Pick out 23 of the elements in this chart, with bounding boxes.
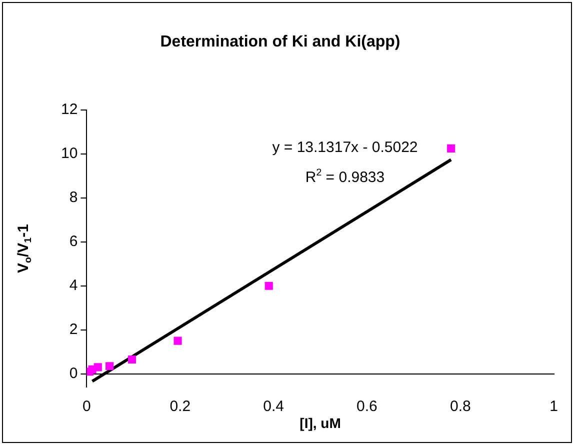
point — [94, 363, 102, 372]
y-axis-title: Vo/V1-1 — [15, 224, 34, 273]
x-tick-label: 0.2 — [170, 398, 191, 415]
chart-title: Determination of Ki and Ki(app) — [160, 33, 400, 50]
x-tick-label: 0 — [82, 398, 91, 415]
point — [128, 355, 136, 364]
x-tick-label: 0.4 — [263, 398, 284, 415]
point — [174, 336, 182, 345]
point — [447, 144, 456, 153]
y-tick-label: 2 — [69, 320, 78, 338]
y-tick-label: 0 — [69, 364, 78, 382]
y-tick-label: 8 — [69, 189, 78, 206]
point — [264, 282, 273, 290]
x-tick-label: 0.8 — [450, 398, 471, 415]
point — [106, 362, 114, 370]
y-tick-label: 4 — [69, 277, 78, 294]
y-tick-label: 6 — [69, 233, 78, 250]
x-tick-label: 1 — [550, 398, 558, 415]
y-tick-label: 10 — [60, 145, 78, 162]
x-axis-title: [I], uM — [300, 414, 341, 431]
x-tick-label: 0.6 — [356, 398, 378, 415]
y-tick-label: 12 — [60, 101, 78, 118]
annotation: y = 13.1317x - 0.5022 — [272, 139, 418, 156]
